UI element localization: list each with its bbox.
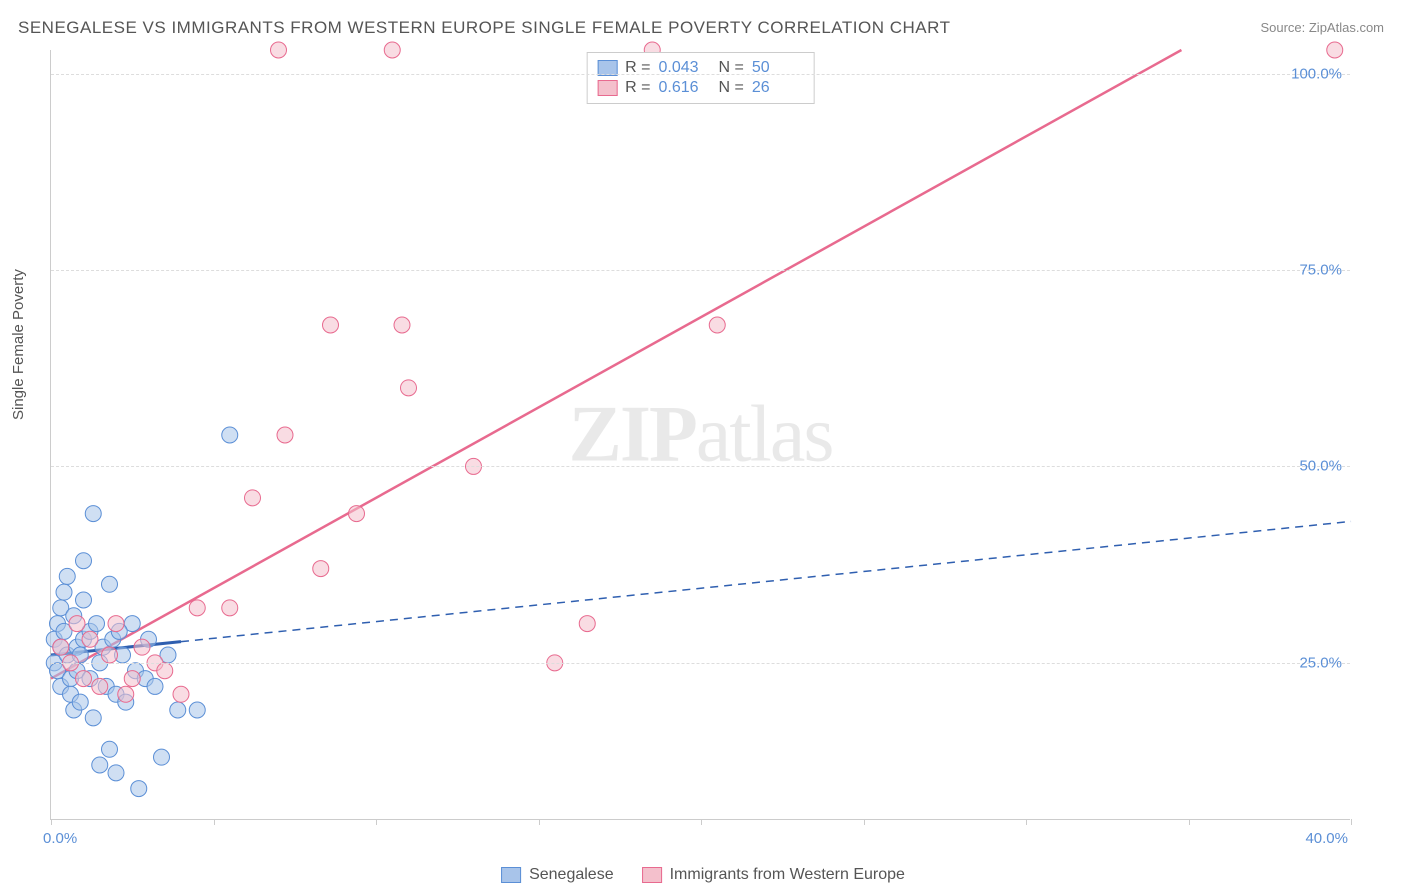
ytick-label: 75.0%	[1299, 262, 1342, 279]
legend-item-senegalese: Senegalese	[501, 866, 614, 884]
data-point	[69, 616, 85, 632]
gridline	[51, 270, 1350, 271]
data-point	[1327, 42, 1343, 58]
gridline	[51, 663, 1350, 664]
swatch-immigrants-bottom	[642, 867, 662, 883]
data-point	[108, 616, 124, 632]
data-point	[82, 631, 98, 647]
xtick-label-first: 0.0%	[43, 830, 77, 847]
chart-plot-area: ZIPatlas R = 0.043 N = 50 R = 0.616 N = …	[50, 50, 1350, 820]
data-point	[59, 568, 75, 584]
xtick	[1026, 819, 1027, 825]
swatch-senegalese-bottom	[501, 867, 521, 883]
y-axis-label: Single Female Poverty	[10, 269, 27, 420]
xtick	[376, 819, 377, 825]
data-point	[76, 553, 92, 569]
data-point	[579, 616, 595, 632]
ytick-label: 50.0%	[1299, 458, 1342, 475]
data-point	[384, 42, 400, 58]
data-point	[394, 317, 410, 333]
gridline	[51, 74, 1350, 75]
data-point	[222, 427, 238, 443]
data-point	[271, 42, 287, 58]
xtick	[51, 819, 52, 825]
data-point	[53, 639, 69, 655]
data-point	[89, 616, 105, 632]
xtick	[1189, 819, 1190, 825]
xtick-label-last: 40.0%	[1305, 830, 1348, 847]
data-point	[131, 781, 147, 797]
data-point	[72, 694, 88, 710]
data-point	[102, 576, 118, 592]
data-point	[134, 639, 150, 655]
data-point	[189, 702, 205, 718]
data-point	[277, 427, 293, 443]
data-point	[173, 686, 189, 702]
data-point	[124, 671, 140, 687]
plot-svg	[51, 50, 1351, 820]
source-attribution: Source: ZipAtlas.com	[1260, 20, 1384, 35]
chart-title: SENEGALESE VS IMMIGRANTS FROM WESTERN EU…	[18, 18, 950, 38]
data-point	[92, 757, 108, 773]
data-point	[709, 317, 725, 333]
bottom-legend: Senegalese Immigrants from Western Europ…	[501, 866, 905, 884]
r-value-immigrants: 0.616	[659, 79, 711, 97]
data-point	[323, 317, 339, 333]
data-point	[349, 506, 365, 522]
data-point	[189, 600, 205, 616]
data-point	[245, 490, 261, 506]
data-point	[92, 678, 108, 694]
data-point	[401, 380, 417, 396]
data-point	[102, 647, 118, 663]
data-point	[85, 710, 101, 726]
data-point	[56, 584, 72, 600]
gridline	[51, 466, 1350, 467]
swatch-immigrants	[597, 80, 617, 96]
ytick-label: 100.0%	[1291, 65, 1342, 82]
data-point	[76, 671, 92, 687]
data-point	[313, 561, 329, 577]
xtick	[539, 819, 540, 825]
data-point	[154, 749, 170, 765]
data-point	[85, 506, 101, 522]
xtick	[1351, 819, 1352, 825]
data-point	[102, 741, 118, 757]
xtick	[864, 819, 865, 825]
xtick	[701, 819, 702, 825]
data-point	[170, 702, 186, 718]
data-point	[147, 678, 163, 694]
legend-row-immigrants: R = 0.616 N = 26	[597, 79, 804, 97]
data-point	[118, 686, 134, 702]
data-point	[76, 592, 92, 608]
legend-item-immigrants: Immigrants from Western Europe	[642, 866, 905, 884]
data-point	[108, 765, 124, 781]
n-value-immigrants: 26	[752, 79, 804, 97]
xtick	[214, 819, 215, 825]
data-point	[157, 663, 173, 679]
ytick-label: 25.0%	[1299, 654, 1342, 671]
data-point	[222, 600, 238, 616]
correlation-legend: R = 0.043 N = 50 R = 0.616 N = 26	[586, 52, 815, 104]
